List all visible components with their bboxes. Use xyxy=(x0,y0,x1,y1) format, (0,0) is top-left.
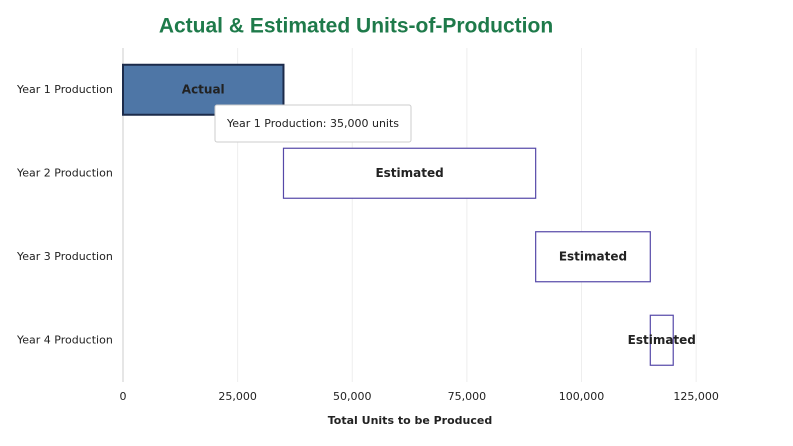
x-tick-label: 25,000 xyxy=(218,390,257,403)
tooltip-box xyxy=(214,104,412,143)
x-tick-label: 0 xyxy=(120,390,127,403)
x-tick-label: 50,000 xyxy=(333,390,372,403)
bar xyxy=(649,314,674,366)
x-tick-label: 75,000 xyxy=(448,390,487,403)
y-tick-label: Year 3 Production xyxy=(16,250,113,263)
bar-label: Estimated xyxy=(628,333,696,347)
y-tick-label: Year 1 Production xyxy=(16,83,113,96)
bar-label: Estimated xyxy=(375,166,443,180)
bar xyxy=(535,231,651,283)
y-tick-label: Year 4 Production xyxy=(16,333,113,346)
y-tick-label: Year 2 Production xyxy=(16,166,113,179)
x-tick-label: 125,000 xyxy=(673,390,719,403)
chart-title: Actual & Estimated Units-of-Production xyxy=(159,15,553,38)
x-axis-title: Total Units to be Produced xyxy=(328,414,492,427)
tooltip-text: Year 1 Production: 35,000 units xyxy=(226,117,399,130)
x-tick-label: 100,000 xyxy=(559,390,605,403)
bar xyxy=(282,147,537,199)
bar-label: Estimated xyxy=(559,249,627,263)
bar-label: Actual xyxy=(182,82,225,96)
